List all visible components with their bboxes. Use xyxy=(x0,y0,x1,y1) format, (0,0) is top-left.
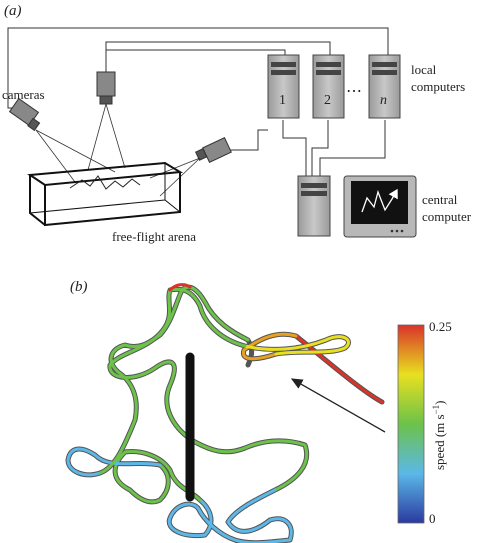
camera-right xyxy=(195,137,232,163)
cameras-label: cameras xyxy=(2,87,45,102)
local-computer-2: 2 xyxy=(312,54,345,119)
arena-label: free-flight arena xyxy=(112,229,196,244)
local-computer-2-label: 2 xyxy=(324,93,331,108)
flight-trajectory xyxy=(65,283,385,543)
arena-flight-trace xyxy=(69,175,141,190)
central-computer-tower xyxy=(297,175,331,237)
local-computers-label-line1: local xyxy=(411,62,437,77)
colorbar-max-label: 0.25 xyxy=(429,319,452,334)
panel-b: (b) 0.25 0 speed (m s−1) xyxy=(65,279,452,543)
cable-camera-left xyxy=(7,27,389,109)
local-computers-label-line2: computers xyxy=(411,79,465,94)
trajectory-segment-cyan xyxy=(167,488,293,543)
panel-a-label: (a) xyxy=(4,3,22,19)
cable-local2-central xyxy=(311,120,329,176)
central-computer-monitor xyxy=(343,175,417,238)
arena-box xyxy=(27,161,184,227)
central-computer-label-line2: computer xyxy=(422,209,472,224)
camera-top xyxy=(96,71,116,105)
colorbar-gradient xyxy=(397,324,425,524)
cable-camera-mid xyxy=(105,49,286,72)
local-computer-n: n xyxy=(368,54,401,119)
trajectory-segment-fast xyxy=(294,334,384,404)
local-computer-n-label: n xyxy=(380,93,387,108)
central-computer-label-line1: central xyxy=(422,192,458,207)
cable-localn-central xyxy=(319,120,386,176)
camera-left xyxy=(8,97,41,132)
trajectory-segment-yellow xyxy=(243,335,350,356)
local-computer-1: 1 xyxy=(267,54,300,119)
panel-a: (a) cameras xyxy=(2,3,472,244)
cables xyxy=(7,27,389,176)
trajectory-segment-cyan-2 xyxy=(66,447,162,477)
trajectory-segment-red-top xyxy=(168,283,192,292)
panel-b-label: (b) xyxy=(70,279,88,295)
cable-local1-central xyxy=(282,120,307,176)
trajectory-segment-orange xyxy=(242,332,298,361)
trajectory-segment-green-3 xyxy=(98,285,250,475)
colorbar-axis-label: speed (m s−1) xyxy=(431,400,447,470)
flight-direction-arrow xyxy=(290,378,386,433)
colorbar-min-label: 0 xyxy=(429,511,436,526)
local-computers-ellipsis: ⋯ xyxy=(346,83,362,100)
camera-view-lines xyxy=(35,103,201,197)
cable-camera-right xyxy=(230,129,268,151)
trajectory-segment-green-2 xyxy=(113,450,202,504)
local-computer-1-label: 1 xyxy=(279,93,286,108)
speed-colorbar: 0.25 0 speed (m s−1) xyxy=(397,319,452,526)
